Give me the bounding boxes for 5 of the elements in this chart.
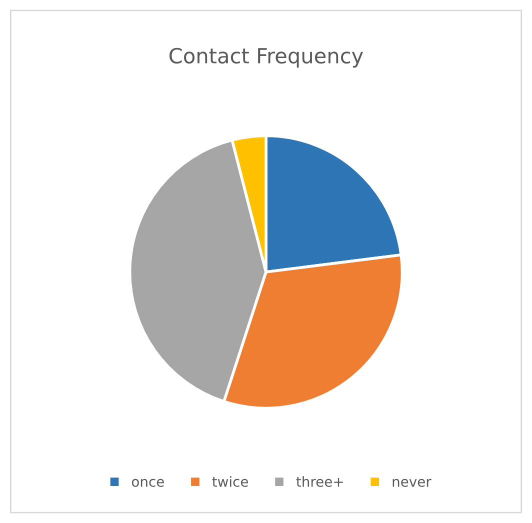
legend-label: once: [132, 478, 164, 487]
legend-label: three+: [296, 476, 343, 487]
legend-label: never: [392, 478, 432, 487]
legend-label: twice: [212, 476, 248, 487]
chart-title: Contact Frequency: [170, 48, 364, 68]
